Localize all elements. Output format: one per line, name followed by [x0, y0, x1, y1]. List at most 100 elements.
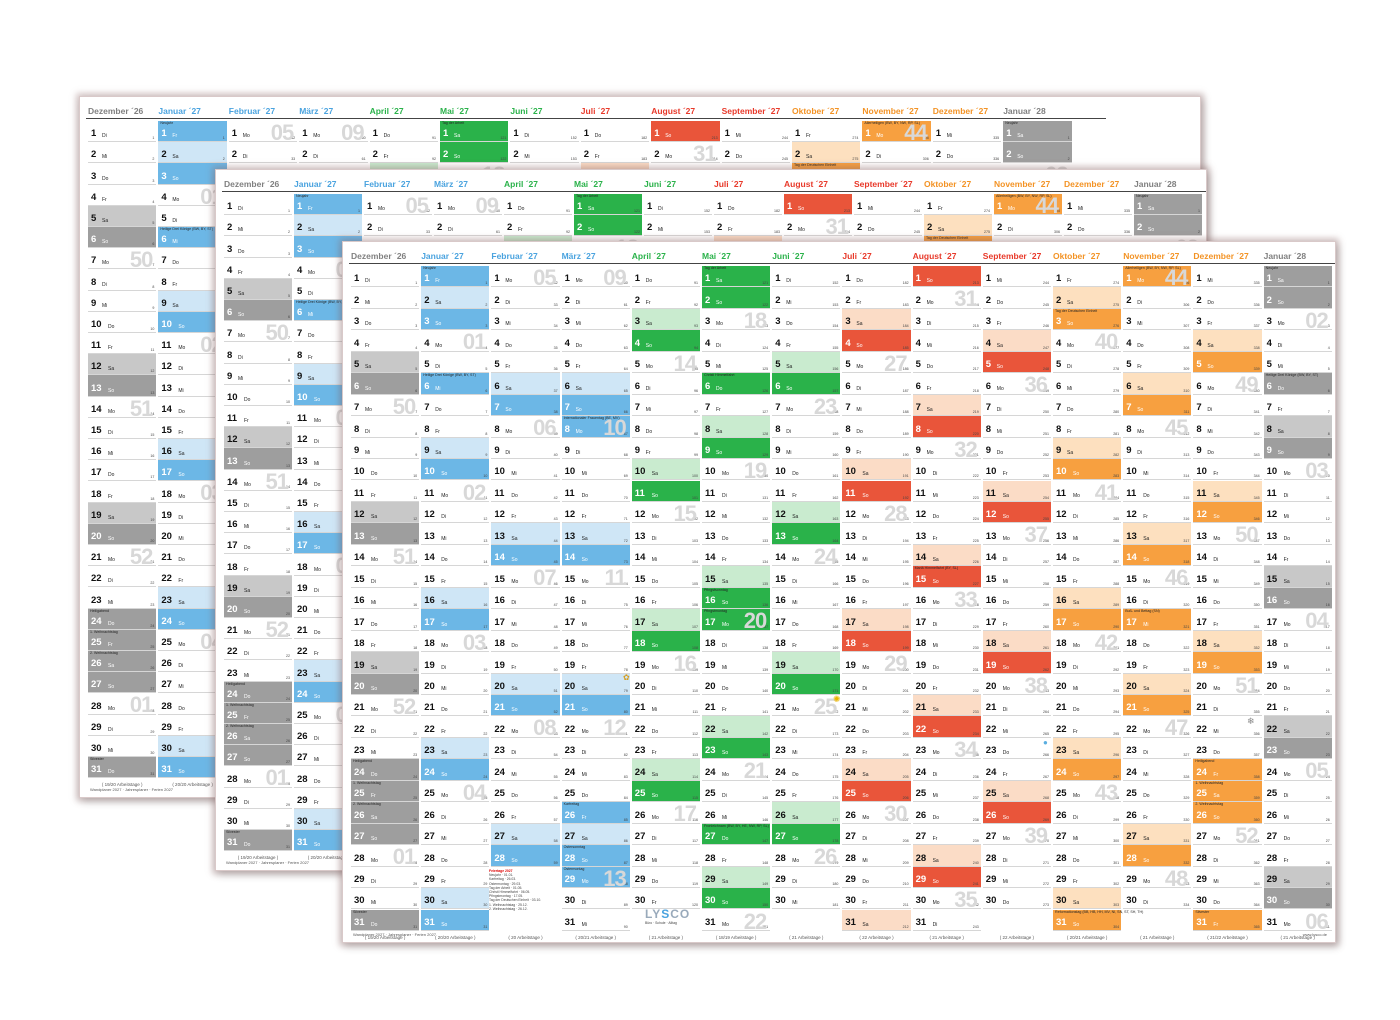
- weekday-label: Do: [997, 300, 1003, 306]
- calendar-week-number: 18: [744, 309, 768, 331]
- weekday-label: Mi: [244, 524, 249, 530]
- weekday-label: Fr: [314, 800, 319, 806]
- day-of-year: 1: [485, 281, 487, 285]
- weekday-label: Sa: [716, 278, 722, 284]
- weekday-label: Sa: [786, 364, 792, 370]
- day-number: 30: [705, 896, 716, 906]
- day-number: 8: [91, 277, 96, 288]
- day-of-year: 105: [692, 582, 698, 586]
- day-of-year: 183: [641, 157, 647, 161]
- day-of-year: 33: [554, 303, 558, 307]
- day-cell: 29 Di 29: [351, 867, 420, 889]
- calendar-week-number: 21: [744, 760, 768, 782]
- day-of-year: 115: [692, 796, 698, 800]
- day-number: 22: [775, 724, 786, 735]
- day-number: 16: [916, 596, 927, 606]
- day-cell: 12 Sa 12: [224, 427, 292, 449]
- day-number: 1: [775, 274, 780, 284]
- weekday-label: Sa: [314, 821, 320, 827]
- weekday-label: Di: [1003, 557, 1008, 563]
- day-number: 9: [161, 298, 166, 309]
- day-number: 26: [986, 810, 997, 821]
- calendar-week-number: 31: [954, 288, 978, 310]
- day-number: 22: [565, 724, 576, 735]
- weekday-label: Sa: [806, 154, 812, 160]
- day-number: 22: [161, 574, 172, 584]
- day-number: 2: [635, 295, 640, 306]
- day-of-year: 261: [1043, 646, 1049, 650]
- weekday-label: Fr: [722, 858, 727, 864]
- day-of-year: 4: [415, 346, 417, 350]
- day-of-year: 161: [832, 474, 838, 478]
- day-number: 10: [986, 467, 997, 477]
- day-cell: 1 Do 91: [631, 266, 700, 288]
- weekday-label: Sa: [792, 514, 798, 520]
- day-cell: 2 Di 33: [228, 142, 298, 164]
- weekday-label: Fr: [511, 815, 516, 821]
- day-of-year: 1: [288, 209, 290, 213]
- calendar-week-number: 44: [904, 122, 928, 144]
- weekday-label: Di: [314, 439, 319, 445]
- weekday-label: So: [1003, 815, 1009, 821]
- day-cell: 22 Di 22: [351, 716, 420, 738]
- weekday-label: So: [435, 321, 441, 327]
- footer-left: Wandplaner 2027 · Jahresplaner · Ferien …: [90, 787, 173, 792]
- day-of-year: 44: [554, 539, 558, 543]
- weekday-label: Sa: [505, 386, 511, 392]
- weekday-label: Sa: [314, 673, 320, 679]
- weekday-label: Mo: [243, 133, 250, 139]
- day-number: 4: [161, 192, 166, 203]
- day-of-year: 84: [624, 796, 628, 800]
- day-number: 9: [494, 446, 499, 456]
- day-number: 27: [91, 680, 102, 690]
- day-of-year: 29: [413, 882, 417, 886]
- holiday-note: 2. Weihnachtstag: [90, 651, 118, 655]
- day-of-year: 125: [762, 367, 768, 371]
- day-cell: 3 Do 3: [351, 309, 420, 331]
- weekday-label: Fr: [646, 300, 651, 306]
- day-number: 10: [297, 392, 308, 403]
- day-of-year: 17: [483, 625, 487, 629]
- day-number: 29: [227, 795, 238, 806]
- day-number: 23: [91, 595, 102, 606]
- day-number: 28: [845, 853, 856, 864]
- day-number: 24: [705, 767, 716, 778]
- month-header: September ´27: [719, 105, 840, 119]
- weekday-label: Mi: [652, 858, 657, 864]
- day-of-year: 37: [554, 389, 558, 393]
- holiday-note: Pfingstsonntag: [704, 588, 728, 592]
- day-number: 2: [1137, 223, 1142, 233]
- weekday-label: Mi: [722, 815, 727, 821]
- weekday-label: Mo: [244, 779, 251, 785]
- weekday-label: So: [1017, 154, 1023, 160]
- day-of-year: 147: [762, 839, 768, 843]
- day-number: 24: [297, 689, 308, 700]
- day-number: 4: [565, 338, 570, 349]
- weekday-label: Do: [178, 557, 184, 563]
- day-number: 21: [161, 553, 172, 563]
- day-cell: 19 Sa 19: [351, 652, 420, 674]
- weekday-label: Fr: [856, 450, 861, 456]
- weekday-label: Sa: [792, 815, 798, 821]
- day-number: 29: [916, 875, 927, 885]
- day-of-year: 133: [762, 539, 768, 543]
- day-cell: 2 Sa 2: [421, 287, 490, 309]
- day-number: 17: [565, 617, 576, 628]
- day-of-year: 23: [413, 753, 417, 757]
- day-number: 12: [916, 510, 927, 520]
- weekday-label: Di: [933, 922, 938, 928]
- weekday-label: Do: [595, 133, 601, 139]
- day-number: 17: [161, 468, 172, 478]
- day-of-year: 145: [762, 796, 768, 800]
- weekday-label: Do: [441, 858, 447, 864]
- day-number: 2: [986, 295, 991, 306]
